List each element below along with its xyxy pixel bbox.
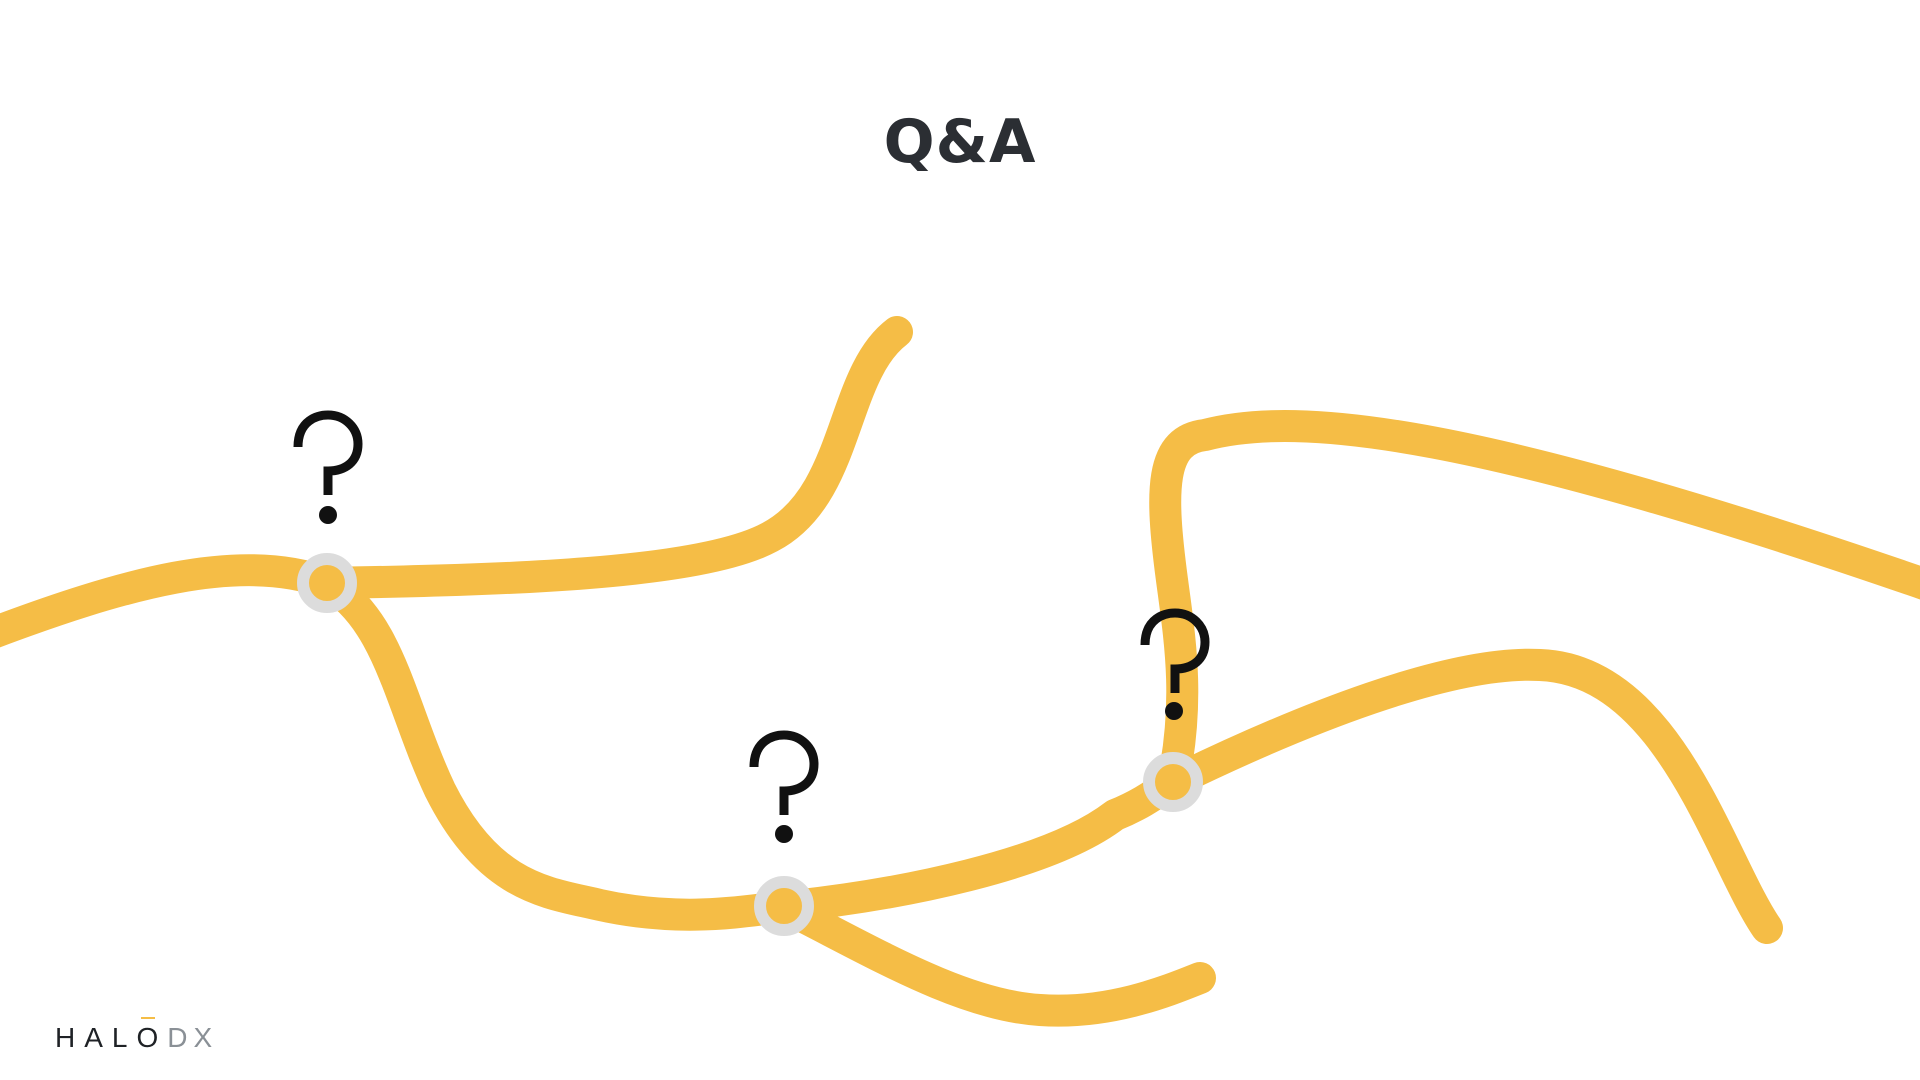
node-marker-icon <box>754 876 814 936</box>
question-mark-icon <box>293 410 363 495</box>
road-segment <box>1149 410 1920 798</box>
question-mark-icon <box>1140 608 1210 693</box>
question-mark-icon <box>749 730 819 815</box>
question-mark-dot <box>1165 702 1183 720</box>
road-segment <box>768 766 1189 923</box>
logo-secondary-text: DX <box>167 1022 219 1053</box>
slide-title: Q&A <box>883 107 1037 177</box>
road-segment <box>311 567 800 931</box>
logo-macron-accent <box>141 1017 156 1019</box>
logo-primary-text: HALO <box>55 1017 167 1052</box>
node-marker-icon <box>1143 752 1203 812</box>
brand-logo: HALO DX <box>55 1012 218 1052</box>
question-mark-dot <box>775 825 793 843</box>
node-marker-icon <box>297 553 357 613</box>
question-mark-dot <box>319 506 337 524</box>
road-segment <box>0 554 343 648</box>
road-segment <box>768 891 1216 1027</box>
road-segment <box>1157 648 1783 944</box>
road-segment <box>311 316 913 599</box>
